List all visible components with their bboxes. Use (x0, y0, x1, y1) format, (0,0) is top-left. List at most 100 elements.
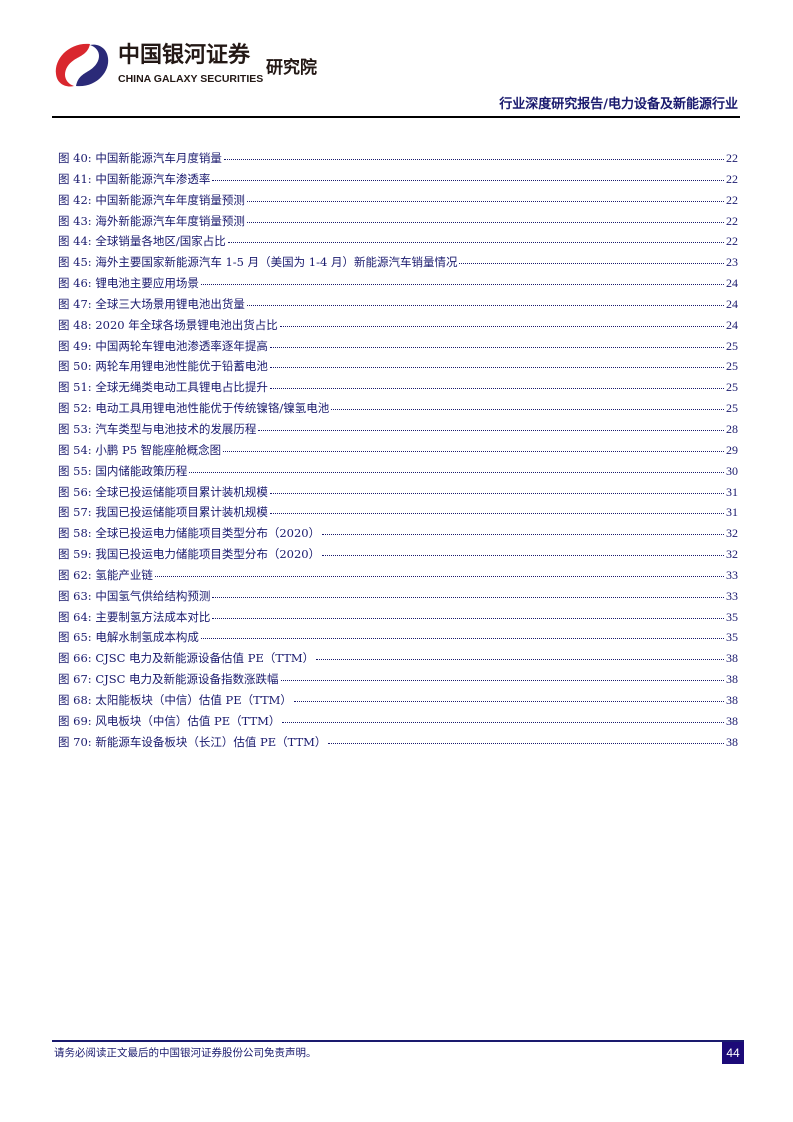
brand-name-cn: 中国银河证券 (118, 43, 251, 68)
dot-leader (293, 700, 724, 702)
dot-leader (246, 200, 724, 202)
toc-entry[interactable]: 图 66: CJSC 电力及新能源设备估值 PE（TTM） 38 (58, 648, 738, 669)
toc-entry-page: 31 (726, 505, 738, 520)
toc-entry-label: 图 50: 两轮车用锂电池性能优于铅蓄电池 (58, 359, 268, 374)
toc-entry-label: 图 58: 全球已投运电力储能项目类型分布（2020） (58, 526, 321, 541)
toc-entry-label: 图 44: 全球销量各地区/国家占比 (58, 234, 226, 249)
dot-leader (316, 659, 724, 661)
dot-leader (269, 346, 724, 348)
toc-entry-page: 38 (726, 734, 738, 749)
toc-entry-label: 图 57: 我国已投运储能项目累计装机规模 (58, 505, 268, 520)
toc-entry-label: 图 53: 汽车类型与电池技术的发展历程 (58, 421, 257, 436)
toc-entry[interactable]: 图 44: 全球销量各地区/国家占比 22 (58, 231, 738, 252)
toc-entry-label: 图 51: 全球无绳类电动工具锂电占比提升 (58, 380, 268, 395)
toc-entry-label: 图 66: CJSC 电力及新能源设备估值 PE（TTM） (58, 651, 315, 666)
china-galaxy-logo (55, 43, 109, 87)
toc-entry[interactable]: 图 53: 汽车类型与电池技术的发展历程 28 (58, 419, 738, 440)
toc-entry[interactable]: 图 54: 小鹏 P5 智能座舱概念图 29 (58, 440, 738, 461)
toc-entry-page: 32 (726, 547, 738, 562)
dot-leader (154, 575, 724, 577)
toc-entry-page: 32 (726, 526, 738, 541)
toc-entry-label: 图 54: 小鹏 P5 智能座舱概念图 (58, 442, 222, 457)
toc-entry[interactable]: 图 48: 2020 年全球各场景锂电池出货占比 24 (58, 315, 738, 336)
toc-entry-page: 25 (726, 380, 738, 395)
dot-leader (246, 304, 724, 306)
toc-entry-label: 图 48: 2020 年全球各场景锂电池出货占比 (58, 317, 278, 332)
toc-entry-label: 图 69: 风电板块（中信）估值 PE（TTM） (58, 713, 281, 728)
toc-entry[interactable]: 图 43: 海外新能源汽车年度销量预测 22 (58, 211, 738, 232)
toc-entry-page: 22 (726, 171, 738, 186)
dot-leader (246, 221, 724, 223)
dot-leader (212, 596, 724, 598)
toc-entry[interactable]: 图 42: 中国新能源汽车年度销量预测 22 (58, 190, 738, 211)
toc-entry-page: 22 (726, 234, 738, 249)
toc-entry[interactable]: 图 47: 全球三大场景用锂电池出货量 24 (58, 294, 738, 315)
toc-entry[interactable]: 图 58: 全球已投运电力储能项目类型分布（2020） 32 (58, 523, 738, 544)
brand-name-en: CHINA GALAXY SECURITIES (118, 73, 264, 85)
toc-entry-page: 25 (726, 338, 738, 353)
toc-entry[interactable]: 图 70: 新能源车设备板块（长江）估值 PE（TTM） 38 (58, 732, 738, 753)
toc-entry-page: 25 (726, 401, 738, 416)
figure-list: 图 40: 中国新能源汽车月度销量 22 图 41: 中国新能源汽车渗透率 22 图 4… (58, 148, 738, 752)
footer-divider (52, 1040, 744, 1042)
toc-entry-page: 22 (726, 151, 738, 165)
toc-entry-label: 图 59: 我国已投运电力储能项目类型分布（2020） (58, 547, 321, 562)
toc-entry-page: 35 (726, 630, 738, 645)
toc-entry-page: 29 (726, 442, 738, 457)
toc-entry[interactable]: 图 62: 氢能产业链 33 (58, 565, 738, 586)
report-type: 行业深度研究报告/电力设备及新能源行业 (499, 97, 738, 112)
toc-entry[interactable]: 图 45: 海外主要国家新能源汽车 1-5 月（美国为 1-4 月）新能源汽车销… (58, 252, 738, 273)
dot-leader (269, 367, 724, 369)
toc-entry[interactable]: 图 69: 风电板块（中信）估值 PE（TTM） 38 (58, 711, 738, 732)
toc-entry[interactable]: 图 55: 国内储能政策历程 30 (58, 461, 738, 482)
toc-entry[interactable]: 图 59: 我国已投运电力储能项目类型分布（2020） 32 (58, 544, 738, 565)
toc-entry-label: 图 64: 主要制氢方法成本对比 (58, 609, 211, 624)
dot-leader (279, 325, 724, 327)
disclaimer: 请务必阅读正文最后的中国银河证券股份公司免责声明。 (54, 1047, 317, 1059)
toc-entry[interactable]: 图 68: 太阳能板块（中信）估值 PE（TTM） 38 (58, 690, 738, 711)
dot-leader (258, 429, 724, 431)
toc-entry[interactable]: 图 56: 全球已投运储能项目累计装机规模 31 (58, 482, 738, 503)
dot-leader (459, 263, 724, 265)
dot-leader (269, 513, 724, 515)
toc-entry-page: 38 (726, 713, 738, 728)
toc-entry-label: 图 63: 中国氢气供给结构预测 (58, 588, 211, 603)
toc-entry[interactable]: 图 65: 电解水制氢成本构成 35 (58, 627, 738, 648)
toc-entry[interactable]: 图 51: 全球无绳类电动工具锂电占比提升 25 (58, 377, 738, 398)
toc-entry-page: 38 (726, 672, 738, 687)
toc-entry-label: 图 67: CJSC 电力及新能源设备指数涨跌幅 (58, 672, 279, 687)
toc-entry[interactable]: 图 64: 主要制氢方法成本对比 35 (58, 607, 738, 628)
toc-entry[interactable]: 图 49: 中国两轮车锂电池渗透率逐年提高 25 (58, 336, 738, 357)
toc-entry-label: 图 40: 中国新能源汽车月度销量 (58, 151, 222, 165)
toc-entry-page: 38 (726, 651, 738, 666)
toc-entry-label: 图 43: 海外新能源汽车年度销量预测 (58, 213, 245, 228)
dot-leader (328, 742, 724, 744)
dot-leader (269, 492, 724, 494)
toc-entry[interactable]: 图 41: 中国新能源汽车渗透率 22 (58, 169, 738, 190)
toc-entry-label: 图 52: 电动工具用锂电池性能优于传统镍铬/镍氢电池 (58, 401, 330, 416)
toc-entry[interactable]: 图 46: 锂电池主要应用场景 24 (58, 273, 738, 294)
dot-leader (212, 617, 724, 619)
toc-entry-label: 图 70: 新能源车设备板块（长江）估值 PE（TTM） (58, 734, 327, 749)
toc-entry-page: 25 (726, 359, 738, 374)
toc-entry-page: 24 (726, 296, 738, 311)
dot-leader (280, 680, 724, 682)
toc-entry-label: 图 49: 中国两轮车锂电池渗透率逐年提高 (58, 338, 268, 353)
institute-label: 研究院 (266, 58, 317, 78)
toc-entry[interactable]: 图 50: 两轮车用锂电池性能优于铅蓄电池 25 (58, 356, 738, 377)
toc-entry[interactable]: 图 57: 我国已投运储能项目累计装机规模 31 (58, 502, 738, 523)
dot-leader (227, 242, 724, 244)
toc-entry-label: 图 65: 电解水制氢成本构成 (58, 630, 199, 645)
toc-entry-page: 31 (726, 484, 738, 499)
toc-entry-page: 23 (726, 255, 738, 270)
dot-leader (200, 638, 724, 640)
toc-entry-page: 22 (726, 192, 738, 207)
toc-entry[interactable]: 图 52: 电动工具用锂电池性能优于传统镍铬/镍氢电池 25 (58, 398, 738, 419)
toc-entry[interactable]: 图 40: 中国新能源汽车月度销量 22 (58, 148, 738, 169)
toc-entry[interactable]: 图 63: 中国氢气供给结构预测 33 (58, 586, 738, 607)
toc-entry-label: 图 62: 氢能产业链 (58, 567, 153, 582)
toc-entry-label: 图 46: 锂电池主要应用场景 (58, 276, 199, 291)
toc-entry[interactable]: 图 67: CJSC 电力及新能源设备指数涨跌幅 38 (58, 669, 738, 690)
toc-entry-label: 图 45: 海外主要国家新能源汽车 1-5 月（美国为 1-4 月）新能源汽车销… (58, 255, 458, 270)
dot-leader (223, 450, 724, 452)
